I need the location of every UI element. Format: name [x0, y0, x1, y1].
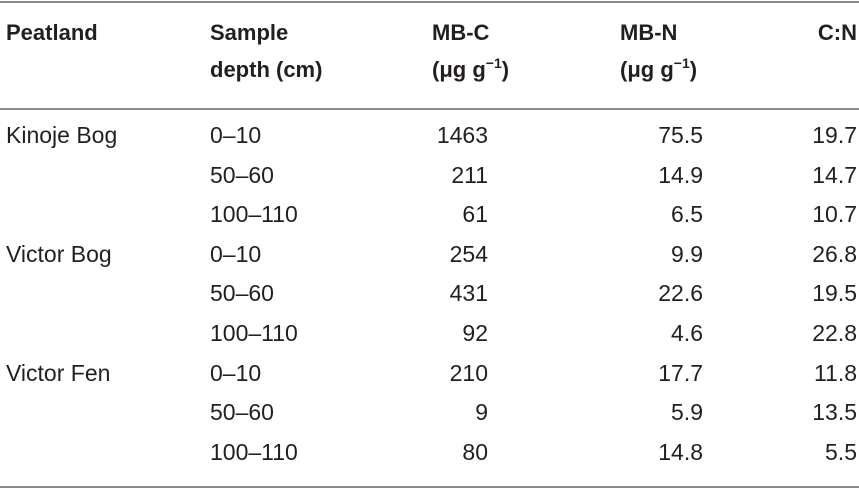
header-mbn-unit-text: (μg g	[620, 57, 674, 82]
header-cn: C:N	[818, 14, 857, 51]
cell-cn: 26.8	[812, 240, 857, 267]
cell-mb-n: 9.9	[671, 240, 703, 267]
cell-depth: 100–110	[210, 438, 298, 465]
header-mbc-exponent: −1	[485, 55, 502, 71]
header-mbn-close: )	[689, 57, 698, 82]
header-mb-c: MB-C (μg g−1)	[432, 14, 509, 88]
header-mb-n: MB-N (μg g−1)	[620, 14, 697, 88]
cell-peatland: Kinoje Bog	[6, 122, 118, 148]
table-top-rule	[0, 1, 859, 3]
cell-mb-n: 17.7	[658, 359, 703, 386]
cell-mb-c: 92	[462, 320, 488, 346]
cell-cn: 19.5	[812, 280, 857, 307]
cell-cn: 22.8	[812, 320, 857, 346]
cell-depth: 50–60	[210, 280, 274, 307]
cell-depth: 0–10	[210, 122, 262, 148]
cell-mb-n: 22.6	[658, 280, 703, 307]
cell-cn: 19.7	[812, 122, 857, 148]
cell-cn: 5.5	[825, 438, 857, 465]
cell-mb-n: 5.9	[671, 399, 703, 426]
header-mbc-unit-text: (μg g	[432, 57, 486, 82]
cell-peatland: Victor Fen	[6, 359, 111, 386]
header-depth-line2: depth (cm)	[210, 57, 323, 82]
header-sample-depth: Sample depth (cm)	[210, 14, 322, 88]
cell-cn: 11.8	[813, 359, 857, 386]
header-peatland: Peatland	[6, 14, 98, 51]
cell-cn: 14.7	[812, 161, 857, 188]
table-header-rule	[0, 108, 859, 110]
cell-mb-c: 61	[462, 201, 488, 228]
cell-mb-n: 14.9	[658, 161, 703, 188]
cell-mb-n: 6.5	[671, 201, 703, 228]
cell-mb-c: 254	[449, 240, 488, 267]
cell-mb-c: 211	[451, 161, 488, 188]
header-mbn-line1: MB-N	[620, 20, 678, 45]
header-cn-label: C:N	[817, 20, 857, 45]
table-bottom-rule	[0, 486, 859, 488]
cell-mb-n: 14.8	[658, 438, 703, 465]
cell-depth: 0–10	[210, 240, 262, 267]
cell-mb-n: 4.6	[671, 320, 703, 346]
cell-depth: 100–110	[210, 320, 298, 346]
header-mbn-unit: (μg g−1)	[620, 51, 697, 88]
cell-mb-c: 1463	[436, 122, 488, 148]
header-mbn-exponent: −1	[673, 55, 690, 71]
cell-mb-n: 75.5	[658, 122, 703, 148]
header-mbc-line1: MB-C	[432, 20, 490, 45]
cell-depth: 50–60	[210, 399, 274, 426]
header-depth-line1: Sample	[210, 20, 289, 45]
header-mbc-close: )	[501, 57, 510, 82]
cell-depth: 50–60	[210, 161, 274, 188]
cell-mb-c: 80	[462, 438, 488, 465]
cell-depth: 100–110	[210, 201, 298, 228]
cell-mb-c: 431	[449, 280, 488, 307]
cell-mb-c: 210	[449, 359, 488, 386]
cell-cn: 10.7	[812, 201, 857, 228]
header-peatland-label: Peatland	[6, 20, 98, 45]
header-mbc-unit: (μg g−1)	[432, 51, 509, 88]
cell-depth: 0–10	[210, 359, 262, 386]
cell-mb-c: 9	[475, 399, 488, 426]
cell-peatland: Victor Bog	[6, 240, 112, 267]
cell-cn: 13.5	[812, 399, 857, 426]
